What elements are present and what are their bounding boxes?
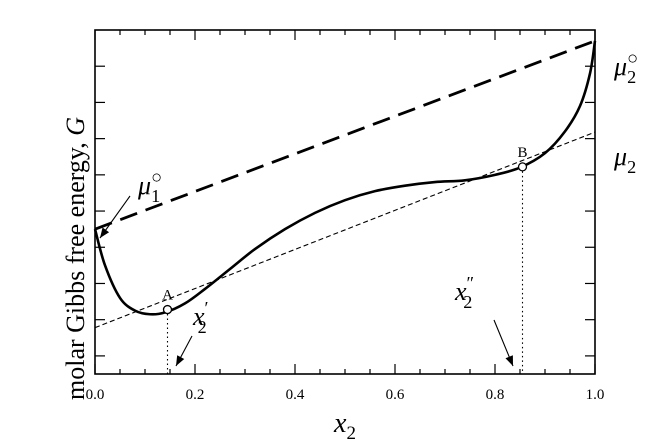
y-axis-label: molar Gibbs free energy, G xyxy=(61,117,90,400)
x-tick-label: 1.0 xyxy=(586,387,605,403)
mu2-standard-label: μ○ 2 xyxy=(613,48,638,87)
x-tick-label: 0.2 xyxy=(186,387,205,403)
x2-prime-arrow-head xyxy=(176,355,185,366)
x2-double-prime-arrow-head xyxy=(505,355,513,366)
x2-double-prime-label: x″ 2 xyxy=(454,273,474,312)
point-a xyxy=(162,304,173,315)
x-axis-label: x2 xyxy=(333,408,356,442)
mu2-label: μ2 xyxy=(613,142,636,177)
plot-frame xyxy=(94,29,596,375)
common-tangent-line xyxy=(94,131,596,329)
point-b xyxy=(517,162,528,172)
ideal-mixing-line xyxy=(94,39,596,231)
gibbs-curve xyxy=(93,40,597,316)
x-tick-label: 0.4 xyxy=(286,387,305,403)
x2-prime-label: x′ 2 xyxy=(192,298,209,337)
x-tick-label: 0.8 xyxy=(486,387,505,403)
x-tick-label: 0.0 xyxy=(86,387,105,403)
point-label-a: A xyxy=(162,288,173,304)
point-label-b: B xyxy=(517,145,527,161)
mu1-standard-label: μ○ 1 xyxy=(137,167,162,206)
mu1-arrow-head xyxy=(100,227,110,238)
x-tick-label: 0.6 xyxy=(386,387,405,403)
